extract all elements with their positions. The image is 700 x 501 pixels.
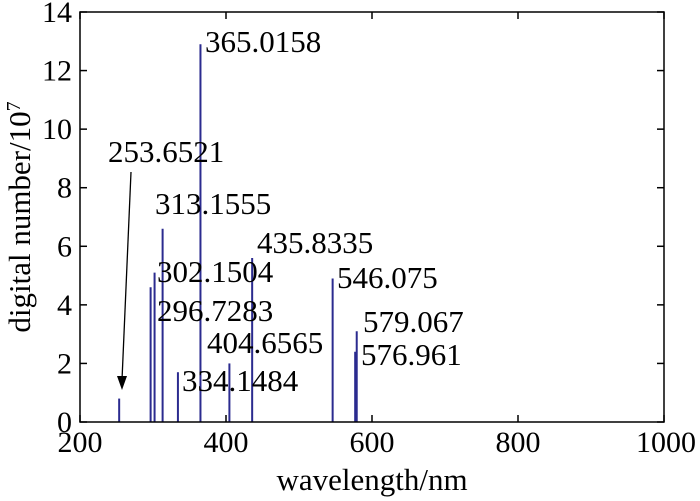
line-annotation-label: 334.1484	[182, 363, 299, 398]
y-axis-label-exponent: 7	[3, 101, 25, 111]
x-tick-label: 600	[350, 426, 395, 459]
x-tick-label: 1000	[636, 426, 696, 459]
line-annotation-label: 365.0158	[205, 24, 321, 59]
x-tick-label: 400	[204, 426, 249, 459]
line-annotations: 365.0158 253.6521 313.1555 435.8335302.1504…	[108, 24, 464, 398]
line-annotation-label: 302.1504	[157, 254, 274, 289]
line-annotation-label: 296.7283	[157, 293, 273, 328]
line-annotation-label: 576.961	[361, 337, 462, 372]
line-annotation-label: 404.6565	[207, 325, 323, 360]
line-annotation-label: 313.1555	[155, 186, 271, 221]
annotation-arrow-head	[117, 376, 127, 390]
x-tick-label: 800	[496, 426, 541, 459]
line-annotation-label: 253.6521	[108, 134, 224, 169]
y-tick-label: 0	[57, 406, 72, 439]
y-tick-label: 4	[57, 289, 72, 322]
y-tick-label: 6	[57, 230, 72, 263]
y-tick-label: 8	[57, 172, 72, 205]
line-annotation-label: 546.075	[337, 260, 438, 295]
y-tick-label: 2	[57, 347, 72, 380]
spectral-lines	[118, 44, 358, 422]
y-axis-label-main: digital number/10	[2, 111, 37, 332]
axis-ticks: 200 400 600 800 1000 0 2 4 6 8 10 12 14	[42, 0, 696, 459]
y-axis-label: digital number/107	[2, 101, 37, 332]
annotation-arrow-shaft	[121, 171, 132, 381]
y-tick-label: 10	[42, 113, 72, 146]
y-tick-label: 12	[42, 55, 72, 88]
x-tick-label: 200	[58, 426, 103, 459]
x-axis-label: wavelength/nm	[276, 462, 467, 497]
y-tick-label: 14	[42, 0, 72, 29]
line-annotation-label: 435.8335	[257, 225, 373, 260]
line-annotation-label: 579.067	[363, 304, 464, 339]
